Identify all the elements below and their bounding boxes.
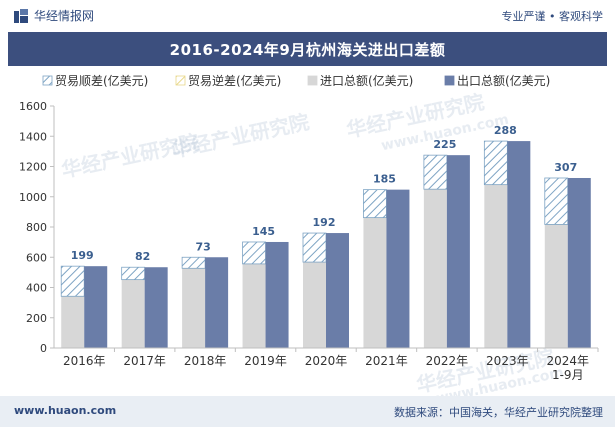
- import-bar: [242, 263, 266, 348]
- y-tick-label: 1600: [19, 100, 47, 113]
- import-bar: [303, 262, 326, 348]
- legend-swatch: [42, 75, 53, 86]
- surplus-bar: [363, 189, 387, 219]
- brand-name: 华经情报网: [34, 9, 95, 23]
- chart-title: 2016-2024年9月杭州海关进出口差额: [169, 40, 446, 59]
- surplus-bar: [483, 140, 508, 186]
- legend-label: 贸易顺差(亿美元): [55, 73, 148, 88]
- export-bar: [567, 177, 591, 348]
- surplus-data-label: 192: [313, 216, 336, 229]
- surplus-data-label: 307: [554, 161, 577, 174]
- y-tick-label: 0: [40, 342, 47, 355]
- brand-logo-icon: [14, 8, 28, 23]
- surplus-bar: [302, 232, 327, 263]
- y-tick-label: 400: [26, 282, 47, 295]
- x-tick-label: 2018年: [184, 354, 227, 368]
- y-tick-label: 1200: [19, 161, 47, 174]
- y-tick-label: 1000: [19, 191, 47, 204]
- surplus-data-label: 82: [135, 250, 150, 263]
- surplus-data-label: 145: [252, 225, 275, 238]
- export-bar: [386, 189, 410, 348]
- legend-swatch: [444, 75, 455, 86]
- x-tick-label: 2016年: [63, 354, 106, 368]
- surplus-bar: [60, 265, 85, 297]
- import-bar: [182, 268, 206, 348]
- legend-swatch: [307, 75, 318, 86]
- legend: 贸易顺差(亿美元) 贸易逆差(亿美元) 进口总额(亿美元) 出口总额(亿美元): [42, 73, 550, 88]
- surplus-bar: [544, 177, 569, 225]
- import-bar: [121, 279, 145, 348]
- x-tick-label: 2021年: [365, 354, 408, 368]
- top-bar: 华经情报网 专业严谨 • 客观科学: [0, 0, 615, 30]
- x-tick-label: 2020年: [305, 354, 348, 368]
- export-bar: [446, 155, 470, 348]
- legend-swatch: [175, 75, 186, 86]
- chart-area: 贸易顺差(亿美元) 贸易逆差(亿美元) 进口总额(亿美元) 出口总额(亿美元) 0 20…: [8, 66, 607, 396]
- import-bar: [61, 296, 85, 348]
- tagline: 专业严谨 • 客观科学: [501, 10, 603, 23]
- y-tick-label: 600: [26, 251, 47, 264]
- surplus-bar: [181, 256, 206, 269]
- export-bar: [84, 266, 108, 348]
- x-tick-label: 2023年: [486, 354, 529, 368]
- surplus-data-label: 73: [195, 240, 210, 253]
- x-tick-label: 2019年: [244, 354, 287, 368]
- brand[interactable]: 华经情报网: [14, 7, 94, 24]
- export-bar: [326, 233, 349, 348]
- footer: www.huaon.com 数据来源：中国海关，华经产业研究院整理: [0, 396, 615, 427]
- export-bar: [507, 141, 531, 348]
- legend-label: 进口总额(亿美元): [320, 73, 413, 88]
- x-tick-label: 2017年: [123, 354, 166, 368]
- bars: 199 82 73 145 192 185 225 288 307: [60, 124, 591, 348]
- surplus-data-label: 288: [494, 124, 517, 137]
- import-bar: [484, 184, 508, 348]
- x-tick-label: 2022年: [426, 354, 469, 368]
- surplus-bar: [423, 154, 448, 190]
- import-bar: [544, 224, 568, 348]
- footer-website[interactable]: www.huaon.com: [14, 404, 117, 417]
- x-axis: 2016年 2017年 2018年 2019年 2020年 2021年 2022年 2023年…: [54, 347, 599, 382]
- surplus-bar: [121, 266, 146, 281]
- import-bar: [423, 189, 447, 348]
- x-tick-label: 2024年: [547, 354, 590, 368]
- import-bar: [363, 217, 387, 348]
- legend-label: 出口总额(亿美元): [457, 73, 550, 88]
- legend-label: 贸易逆差(亿美元): [188, 73, 281, 88]
- surplus-data-label: 225: [433, 138, 456, 151]
- surplus-bar: [242, 241, 266, 265]
- y-tick-label: 200: [26, 312, 47, 325]
- x-tick-label: 1-9月: [552, 368, 584, 382]
- y-tick-label: 1400: [19, 130, 47, 143]
- y-tick-label: 800: [26, 221, 47, 234]
- chart-title-bar: 2016-2024年9月杭州海关进出口差额: [8, 32, 607, 66]
- export-bar: [205, 257, 229, 348]
- surplus-data-label: 185: [373, 173, 396, 186]
- export-bar: [144, 267, 168, 348]
- bar-chart: 贸易顺差(亿美元) 贸易逆差(亿美元) 进口总额(亿美元) 出口总额(亿美元) 0 20…: [19, 73, 599, 382]
- export-bar: [265, 241, 289, 348]
- surplus-data-label: 199: [71, 249, 94, 262]
- footer-source: 数据来源：中国海关，华经产业研究院整理: [394, 406, 603, 419]
- y-axis: 0 200 400 600 800 1000 1200 1400 1600: [19, 100, 55, 355]
